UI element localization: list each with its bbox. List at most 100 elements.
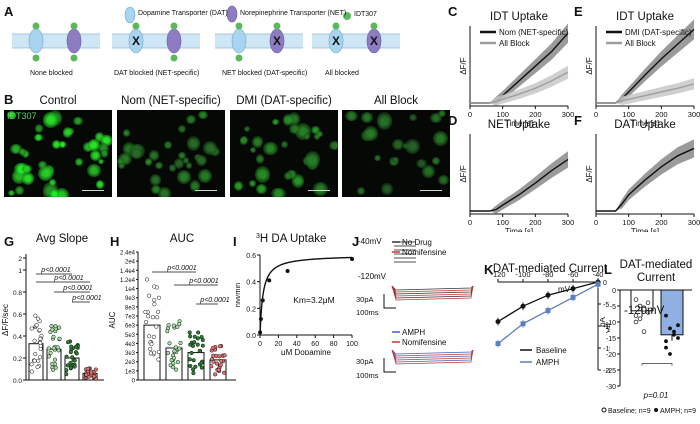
cell-blob — [249, 180, 257, 187]
chart-title-line1: DAT-mediated — [620, 259, 693, 271]
micrograph-title-control: Control — [39, 95, 77, 107]
data-point — [152, 297, 157, 303]
y-tick-label: -10 — [606, 320, 616, 327]
cell-blob — [38, 166, 54, 182]
scale-bar — [383, 358, 396, 373]
net-transporter-icon — [66, 28, 82, 54]
cell-blob — [149, 174, 162, 187]
data-point — [36, 358, 41, 363]
data-point — [668, 326, 672, 331]
membrane — [12, 34, 100, 48]
cell-blob — [233, 181, 244, 192]
cell-blob — [155, 162, 164, 170]
cell-blob — [196, 154, 207, 167]
data-point — [165, 329, 170, 334]
panel-label-j: J — [352, 234, 360, 249]
cell-blob — [197, 168, 212, 184]
micrograph-dmi — [230, 110, 338, 197]
data-point — [51, 346, 56, 351]
y-tick-label: 1e4 — [125, 287, 136, 293]
data-point — [35, 364, 40, 370]
data-point — [152, 284, 157, 289]
idt307-molecule-icon — [170, 22, 178, 30]
x-axis-label: Time [s] — [505, 227, 533, 232]
y-tick-label: -5 — [610, 304, 616, 311]
x-tick-label: 300 — [688, 110, 700, 119]
data-point — [38, 336, 43, 341]
y-tick-label: 0.0 — [246, 333, 256, 340]
cell-blob — [305, 150, 321, 168]
p-value-label: p<0.0001 — [166, 265, 196, 272]
data-point — [46, 346, 51, 351]
data-point — [57, 336, 62, 341]
chart-c: IDT Uptake ΔF/F 0 100 200 300 Time [s] Nom (NET… — [459, 11, 574, 128]
data-point — [64, 372, 69, 377]
data-point — [664, 345, 668, 350]
mean-bar — [187, 352, 205, 381]
idt307-molecule-icon — [235, 54, 243, 62]
legend-label: No Drug — [402, 238, 432, 247]
cell-blob — [174, 157, 184, 169]
y-axis-label: nM/min — [236, 283, 242, 308]
data-point — [156, 357, 161, 362]
data-point — [53, 324, 58, 329]
x-tick-label: 200 — [655, 218, 668, 227]
cell-blob — [376, 112, 393, 130]
panel-label-h: H — [110, 234, 120, 249]
cell-blob — [169, 163, 177, 172]
cell-blob — [50, 188, 60, 197]
cell-blob — [19, 148, 27, 156]
data-point — [641, 329, 647, 334]
cell-blob — [185, 161, 193, 169]
data-point — [74, 351, 79, 356]
chart-title: IDT Uptake — [616, 11, 674, 23]
cell-blob — [381, 182, 394, 196]
data-point — [143, 309, 148, 314]
cell-blob — [283, 114, 294, 127]
data-point — [29, 362, 34, 367]
cell-blob — [432, 130, 449, 146]
data-point — [151, 334, 156, 339]
x-axis-label: Time [s] — [505, 119, 533, 128]
cell-blob — [345, 110, 358, 122]
chart-title: DAT-mediated Current — [493, 263, 608, 275]
data-point — [664, 339, 668, 344]
data-point — [195, 336, 200, 341]
data-point — [34, 323, 39, 328]
cell-blob — [59, 141, 67, 148]
cell-blob — [43, 112, 59, 128]
micrograph-overlay-label: IDT307 — [7, 111, 37, 121]
data-point — [258, 317, 263, 321]
data-point — [50, 361, 55, 366]
chart-title: AUC — [170, 233, 194, 245]
x-tick-label: 0 — [468, 218, 472, 227]
cell-blob — [422, 165, 436, 178]
legend-marker — [601, 407, 607, 413]
idt307-molecule-icon — [170, 54, 178, 62]
legend-net-label: Norepinephrine Transporter (NET) — [240, 10, 347, 17]
data-point — [144, 277, 150, 282]
data-point — [545, 292, 551, 298]
y-tick-label: -5 — [603, 302, 609, 309]
x-tick-label: 80 — [330, 341, 338, 348]
cell-blob — [186, 135, 201, 151]
data-point — [38, 355, 43, 360]
michaelis-menten-fit — [259, 256, 353, 336]
idt307-molecule-icon — [70, 22, 78, 30]
cell-blob — [255, 165, 271, 184]
data-point — [668, 352, 672, 356]
micrograph-nom — [117, 110, 225, 197]
cell-blob — [437, 110, 446, 117]
cell-blob — [178, 151, 186, 160]
cell-blob — [99, 134, 112, 147]
block-x-icon: X — [370, 34, 378, 48]
data-point — [190, 343, 196, 348]
voltage-label-bottom: -120mV — [358, 272, 387, 281]
panel-label-b: B — [4, 92, 14, 107]
data-point — [258, 330, 263, 335]
p-value-label: p=0.01 — [643, 391, 669, 400]
chart-title: IDT Uptake — [490, 11, 548, 23]
cell-blob — [95, 180, 105, 190]
data-point — [172, 349, 177, 354]
